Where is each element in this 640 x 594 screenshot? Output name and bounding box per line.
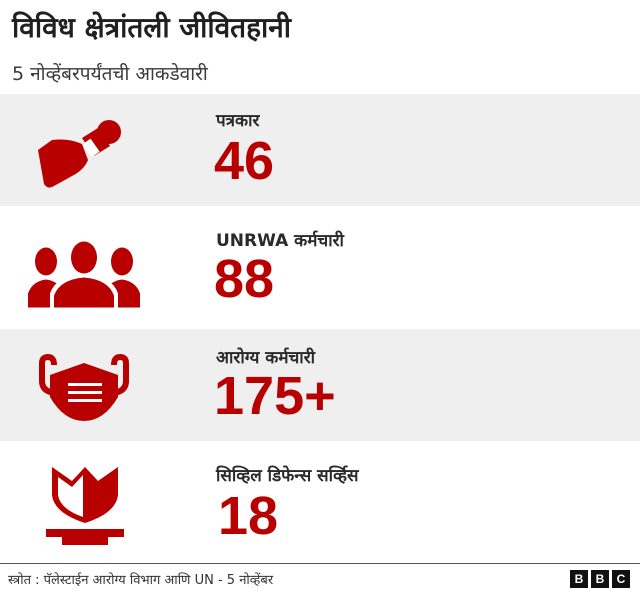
people-group-icon xyxy=(28,239,140,310)
stat-value: 18 xyxy=(218,486,279,546)
bbc-logo-letter: B xyxy=(570,570,588,588)
source-note: स्त्रोत : पॅलेस्टाईन आरोग्य विभाग आणि UN… xyxy=(8,573,274,588)
page-subtitle: 5 नोव्हेंबरपर्यंतची आकडेवारी xyxy=(12,63,208,85)
page-title: विविध क्षेत्रांतली जीवितहानी xyxy=(12,11,292,44)
microphone-hand-icon xyxy=(38,120,121,188)
face-mask-icon xyxy=(39,353,129,421)
stat-row-unrwa-staff: UNRWA कर्मचारी 88 xyxy=(0,206,640,329)
stat-value: 88 xyxy=(214,249,275,309)
bbc-logo: B B C xyxy=(570,570,630,588)
stat-row-journalists: पत्रकार 46 xyxy=(0,94,640,206)
stat-label: पत्रकार xyxy=(216,111,260,131)
stat-value: 46 xyxy=(214,131,275,191)
stat-row-health-workers: आरोग्य कर्मचारी 175+ xyxy=(0,329,640,441)
stat-value: 175+ xyxy=(214,366,336,426)
stat-label: UNRWA कर्मचारी xyxy=(216,231,344,251)
civil-defense-shield-icon xyxy=(46,467,124,545)
bbc-logo-letter: C xyxy=(612,570,630,588)
stat-label: आरोग्य कर्मचारी xyxy=(216,348,316,368)
footer-divider xyxy=(0,563,640,564)
stat-label: सिव्हिल डिफेन्स सर्व्हिस xyxy=(216,466,359,486)
bbc-logo-letter: B xyxy=(591,570,609,588)
stat-row-civil-defense: सिव्हिल डिफेन्स सर्व्हिस 18 xyxy=(0,441,640,563)
